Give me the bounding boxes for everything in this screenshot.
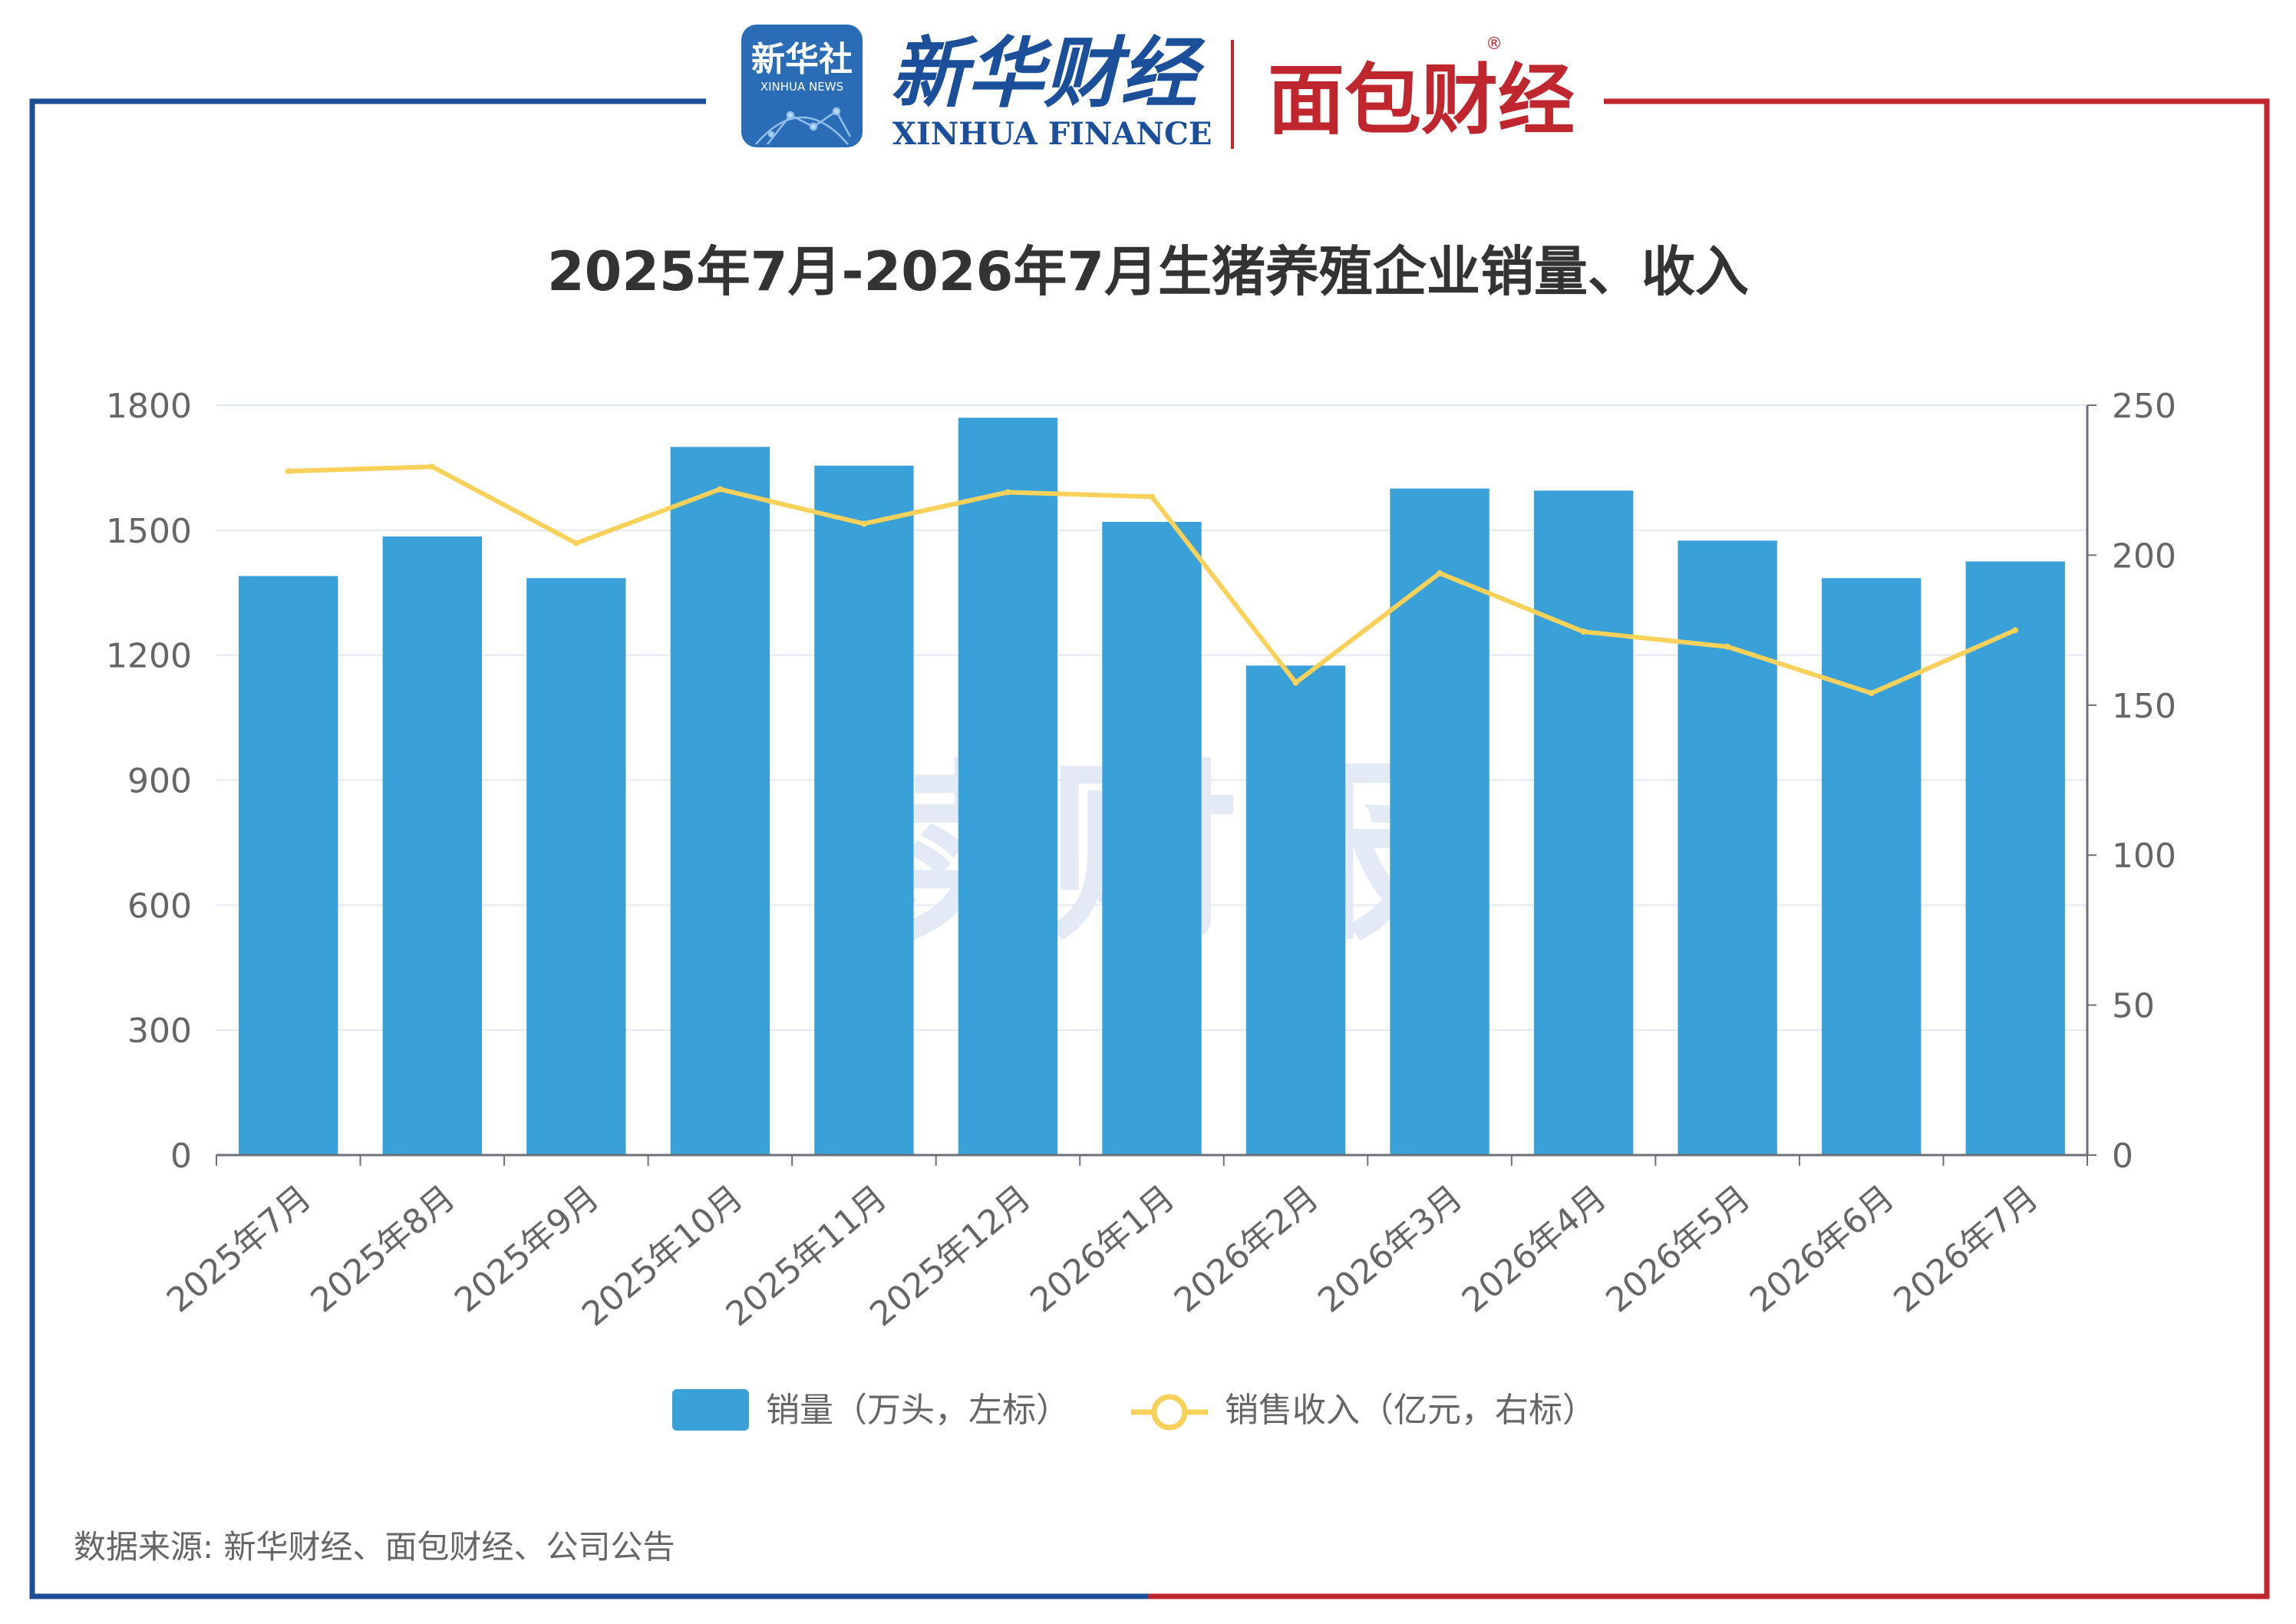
revenue-point [1292, 679, 1299, 686]
y-left-tick-label: 0 [170, 1137, 192, 1176]
registered-mark: ® [1486, 35, 1503, 54]
revenue-point [1724, 643, 1731, 650]
x-tick-label: 2025年8月 [304, 1178, 463, 1321]
x-tick-label: 2026年5月 [1598, 1178, 1757, 1321]
bar [239, 576, 338, 1155]
bar [1102, 521, 1202, 1155]
bar [1245, 665, 1346, 1155]
revenue-point [285, 467, 292, 474]
xinhua-badge-line2: XINHUA NEWS [760, 80, 843, 94]
bar [1533, 490, 1634, 1155]
x-tick-label: 2026年2月 [1167, 1178, 1326, 1321]
frame-left [29, 98, 1148, 1599]
legend-item-sales[interactable]: 销量（万头，左标） [672, 1389, 1070, 1431]
header: 新华社 XINHUA NEWS 新华财经 XINHUA FINANCE 面包财经… [741, 25, 1575, 152]
bar-series [239, 418, 2065, 1155]
frame-right [1148, 98, 2270, 1599]
xinhua-badge-bg [741, 25, 863, 147]
y-left-tick-label: 1500 [106, 512, 192, 551]
y-left-tick-label: 600 [127, 886, 192, 926]
bar [382, 536, 483, 1155]
revenue-point [860, 520, 867, 527]
globe-icon [755, 107, 852, 145]
y-left-tick-label: 1800 [106, 387, 192, 426]
chart-title: 2025年7月-2026年7月生猪养殖企业销量、收入 [547, 240, 1749, 303]
bar [1821, 578, 1922, 1155]
y-right-tick-label: 100 [2112, 837, 2176, 876]
revenue-point [1149, 493, 1155, 500]
y-right-tick-label: 0 [2112, 1137, 2133, 1176]
legend-item-revenue[interactable]: 销售收入（亿元，右标） [1131, 1391, 1596, 1431]
bar [958, 418, 1058, 1155]
revenue-point [572, 540, 579, 546]
x-tick-label: 2026年4月 [1455, 1178, 1614, 1321]
axes [216, 404, 2096, 1166]
xinhua-finance-en: XINHUA FINANCE [892, 116, 1212, 152]
xinhua-finance-cn: 新华财经 [890, 28, 1206, 118]
y-right-tick-label: 50 [2112, 987, 2155, 1026]
bar [670, 447, 770, 1155]
legend-swatch-marker [1151, 1394, 1188, 1431]
y-right-tick-label: 200 [2112, 536, 2176, 576]
xinhua-news-badge: 新华社 XINHUA NEWS [741, 25, 863, 147]
y-left-tick-label: 900 [127, 762, 192, 801]
revenue-point [2012, 627, 2019, 634]
y-left-tick-label: 300 [127, 1012, 192, 1051]
line-series [285, 464, 2019, 697]
revenue-point [1868, 690, 1875, 697]
bar [526, 578, 626, 1155]
x-tick-label: 2026年1月 [1023, 1178, 1182, 1321]
revenue-point [1580, 629, 1587, 635]
frame [29, 98, 2270, 1599]
mianbao-logo: 面包财经 [1268, 55, 1575, 145]
x-tick-label: 2026年3月 [1311, 1178, 1470, 1321]
revenue-point [717, 486, 724, 493]
y-right-tick-label: 150 [2112, 687, 2176, 726]
x-tick-label: 2025年12月 [863, 1178, 1038, 1335]
legend: 销量（万头，左标） 销售收入（亿元，右标） [672, 1389, 1596, 1431]
bar [1677, 540, 1777, 1155]
y-left-tick-label: 1200 [106, 637, 192, 676]
source-note: 数据来源: 新华财经、面包财经、公司公告 [74, 1528, 675, 1566]
xinhua-badge-line1: 新华社 [751, 40, 853, 79]
revenue-point [1004, 489, 1011, 496]
legend-swatch-bar [672, 1389, 749, 1431]
legend-label-revenue: 销售收入（亿元，右标） [1225, 1391, 1596, 1430]
bar [1965, 561, 2065, 1155]
y-right-tick-label: 250 [2112, 387, 2176, 426]
x-tick-label: 2026年6月 [1743, 1178, 1902, 1321]
x-tick-label: 2025年7月 [160, 1178, 318, 1321]
revenue-point [429, 464, 436, 470]
legend-label-sales: 销量（万头，左标） [766, 1391, 1070, 1430]
bar [814, 465, 914, 1155]
revenue-point [1437, 569, 1443, 576]
x-tick-label: 2026年7月 [1886, 1178, 2045, 1321]
